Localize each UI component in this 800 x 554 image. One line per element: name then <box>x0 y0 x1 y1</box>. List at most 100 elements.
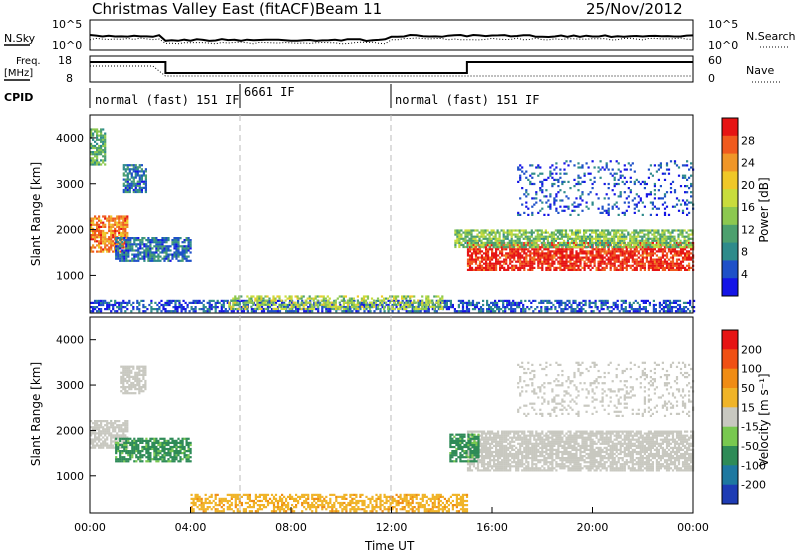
heat-cell-923 <box>158 308 161 311</box>
heat-cell-3989 <box>627 231 630 234</box>
heat-cell-1503 <box>496 303 499 307</box>
heat-cell-4452 <box>615 182 618 186</box>
heat-cell-4092 <box>657 231 660 234</box>
heat-cell-1027 <box>218 310 221 313</box>
heat-cell-525 <box>175 247 178 250</box>
heat-cell-2191 <box>431 305 434 308</box>
heat-cell-554 <box>181 245 184 248</box>
heat-cell-666 <box>100 128 103 131</box>
heat-cell-1351 <box>407 299 410 302</box>
heat-cell-489 <box>165 241 168 244</box>
heat-cell-4205 <box>517 211 520 214</box>
heat-cell-1008 <box>208 308 211 311</box>
heat-cell-589 <box>189 239 192 242</box>
heat-cell-3302 <box>671 268 675 271</box>
heat-cell-2782 <box>571 262 574 265</box>
heat-cell-2916 <box>597 250 600 253</box>
heat-cell-3641 <box>522 245 525 249</box>
heat-cell-1750 <box>652 308 655 311</box>
heat-cell-3852 <box>589 241 592 244</box>
heat-cell-738 <box>130 184 133 187</box>
heat-cell-574 <box>187 259 190 262</box>
heat-cell-1461 <box>471 301 475 304</box>
heat-cell-2729 <box>561 252 564 255</box>
heat-cell-2095 <box>376 307 380 310</box>
heat-cell-2807 <box>575 252 578 255</box>
heat-cell-132 <box>114 434 117 437</box>
heat-cell-1765 <box>662 306 665 309</box>
heat-cell-1838 <box>234 297 237 300</box>
heat-cell-3627 <box>516 229 519 232</box>
heat-cell-3535 <box>488 231 491 234</box>
heat-cell-3612 <box>512 239 515 242</box>
heat-cell-3270 <box>663 258 667 261</box>
heat-cell-1774 <box>666 308 670 311</box>
heat-cell-3417 <box>454 233 457 236</box>
heat-cell-3807 <box>574 237 578 240</box>
heat-cell-558 <box>183 253 186 256</box>
heat-cell-1009 <box>208 306 211 309</box>
heat-cell-4281 <box>547 213 550 216</box>
heat-cell-2476 <box>515 260 518 263</box>
heat-cell-1 <box>90 442 93 445</box>
heat-cell-2568 <box>531 256 534 259</box>
heat-cell-3338 <box>677 258 681 261</box>
heat-cell-3955 <box>617 235 620 238</box>
heat-cell-3705 <box>542 243 545 247</box>
heat-cell-3701 <box>540 233 543 236</box>
heat-cell-1035 <box>222 306 225 309</box>
heat-cell-1948 <box>294 295 297 298</box>
heat-cell-1770 <box>664 303 668 307</box>
heat-cell-92 <box>104 240 107 243</box>
heat-cell-1355 <box>409 299 412 302</box>
heat-cell-1002 <box>204 310 207 313</box>
heat-cell-2591 <box>537 266 540 269</box>
heat-cell-4033 <box>641 239 644 242</box>
heat-cell-919 <box>154 301 157 304</box>
heat-cell-4012 <box>635 243 638 247</box>
heat-cell-65 <box>102 446 105 449</box>
heat-cell-2620 <box>541 250 544 253</box>
heat-cell-273 <box>119 255 122 258</box>
heat-cell-4566 <box>663 193 667 196</box>
heat-cell-877 <box>120 303 123 307</box>
heat-cell-847 <box>104 301 107 304</box>
heat-cell-3313 <box>673 268 677 271</box>
heat-cell-3045 <box>621 252 624 255</box>
heat-cell-1909 <box>272 301 275 304</box>
heat-cell-4332 <box>563 191 566 194</box>
heat-cell-1946 <box>294 303 297 306</box>
heat-cell-4353 <box>573 201 576 204</box>
heat-cell-4019 <box>637 245 640 249</box>
heat-cell-3837 <box>583 233 586 236</box>
heat-cell-2886 <box>591 250 594 253</box>
heat-cell-1332 <box>397 310 400 313</box>
heat-cell-102 <box>106 248 109 251</box>
heat-cell-4099 <box>659 233 662 236</box>
heat-cell-1387 <box>427 306 430 309</box>
heat-cell-283 <box>121 253 124 256</box>
heat-cell-109 <box>110 438 113 441</box>
heat-cell-802 <box>142 182 145 185</box>
heat-cell-1780 <box>668 306 672 309</box>
heat-cell-623 <box>94 144 97 148</box>
heat-cell-3751 <box>556 229 559 232</box>
heat-cell-3550 <box>494 243 497 247</box>
heat-cell-3022 <box>617 254 620 257</box>
heat-cell-12 <box>90 217 93 220</box>
heat-cell-2441 <box>509 260 512 263</box>
heat-cell-1148 <box>287 303 290 307</box>
heat-cell-1910 <box>272 299 275 302</box>
heat-cell-811 <box>144 182 147 185</box>
heat-cell-4271 <box>541 182 544 186</box>
heat-cell-362 <box>139 257 142 260</box>
heat-cell-1206 <box>319 301 322 304</box>
heat-cell-1208 <box>321 308 324 311</box>
heat-cell-2701 <box>557 262 560 265</box>
heat-cell-962 <box>178 301 181 304</box>
heat-cell-129 <box>114 440 117 443</box>
heat-cell-2914 <box>597 254 600 257</box>
heat-cell-828 <box>94 299 97 302</box>
heat-cell-21 <box>94 440 97 443</box>
heat-cell-3790 <box>568 229 572 232</box>
